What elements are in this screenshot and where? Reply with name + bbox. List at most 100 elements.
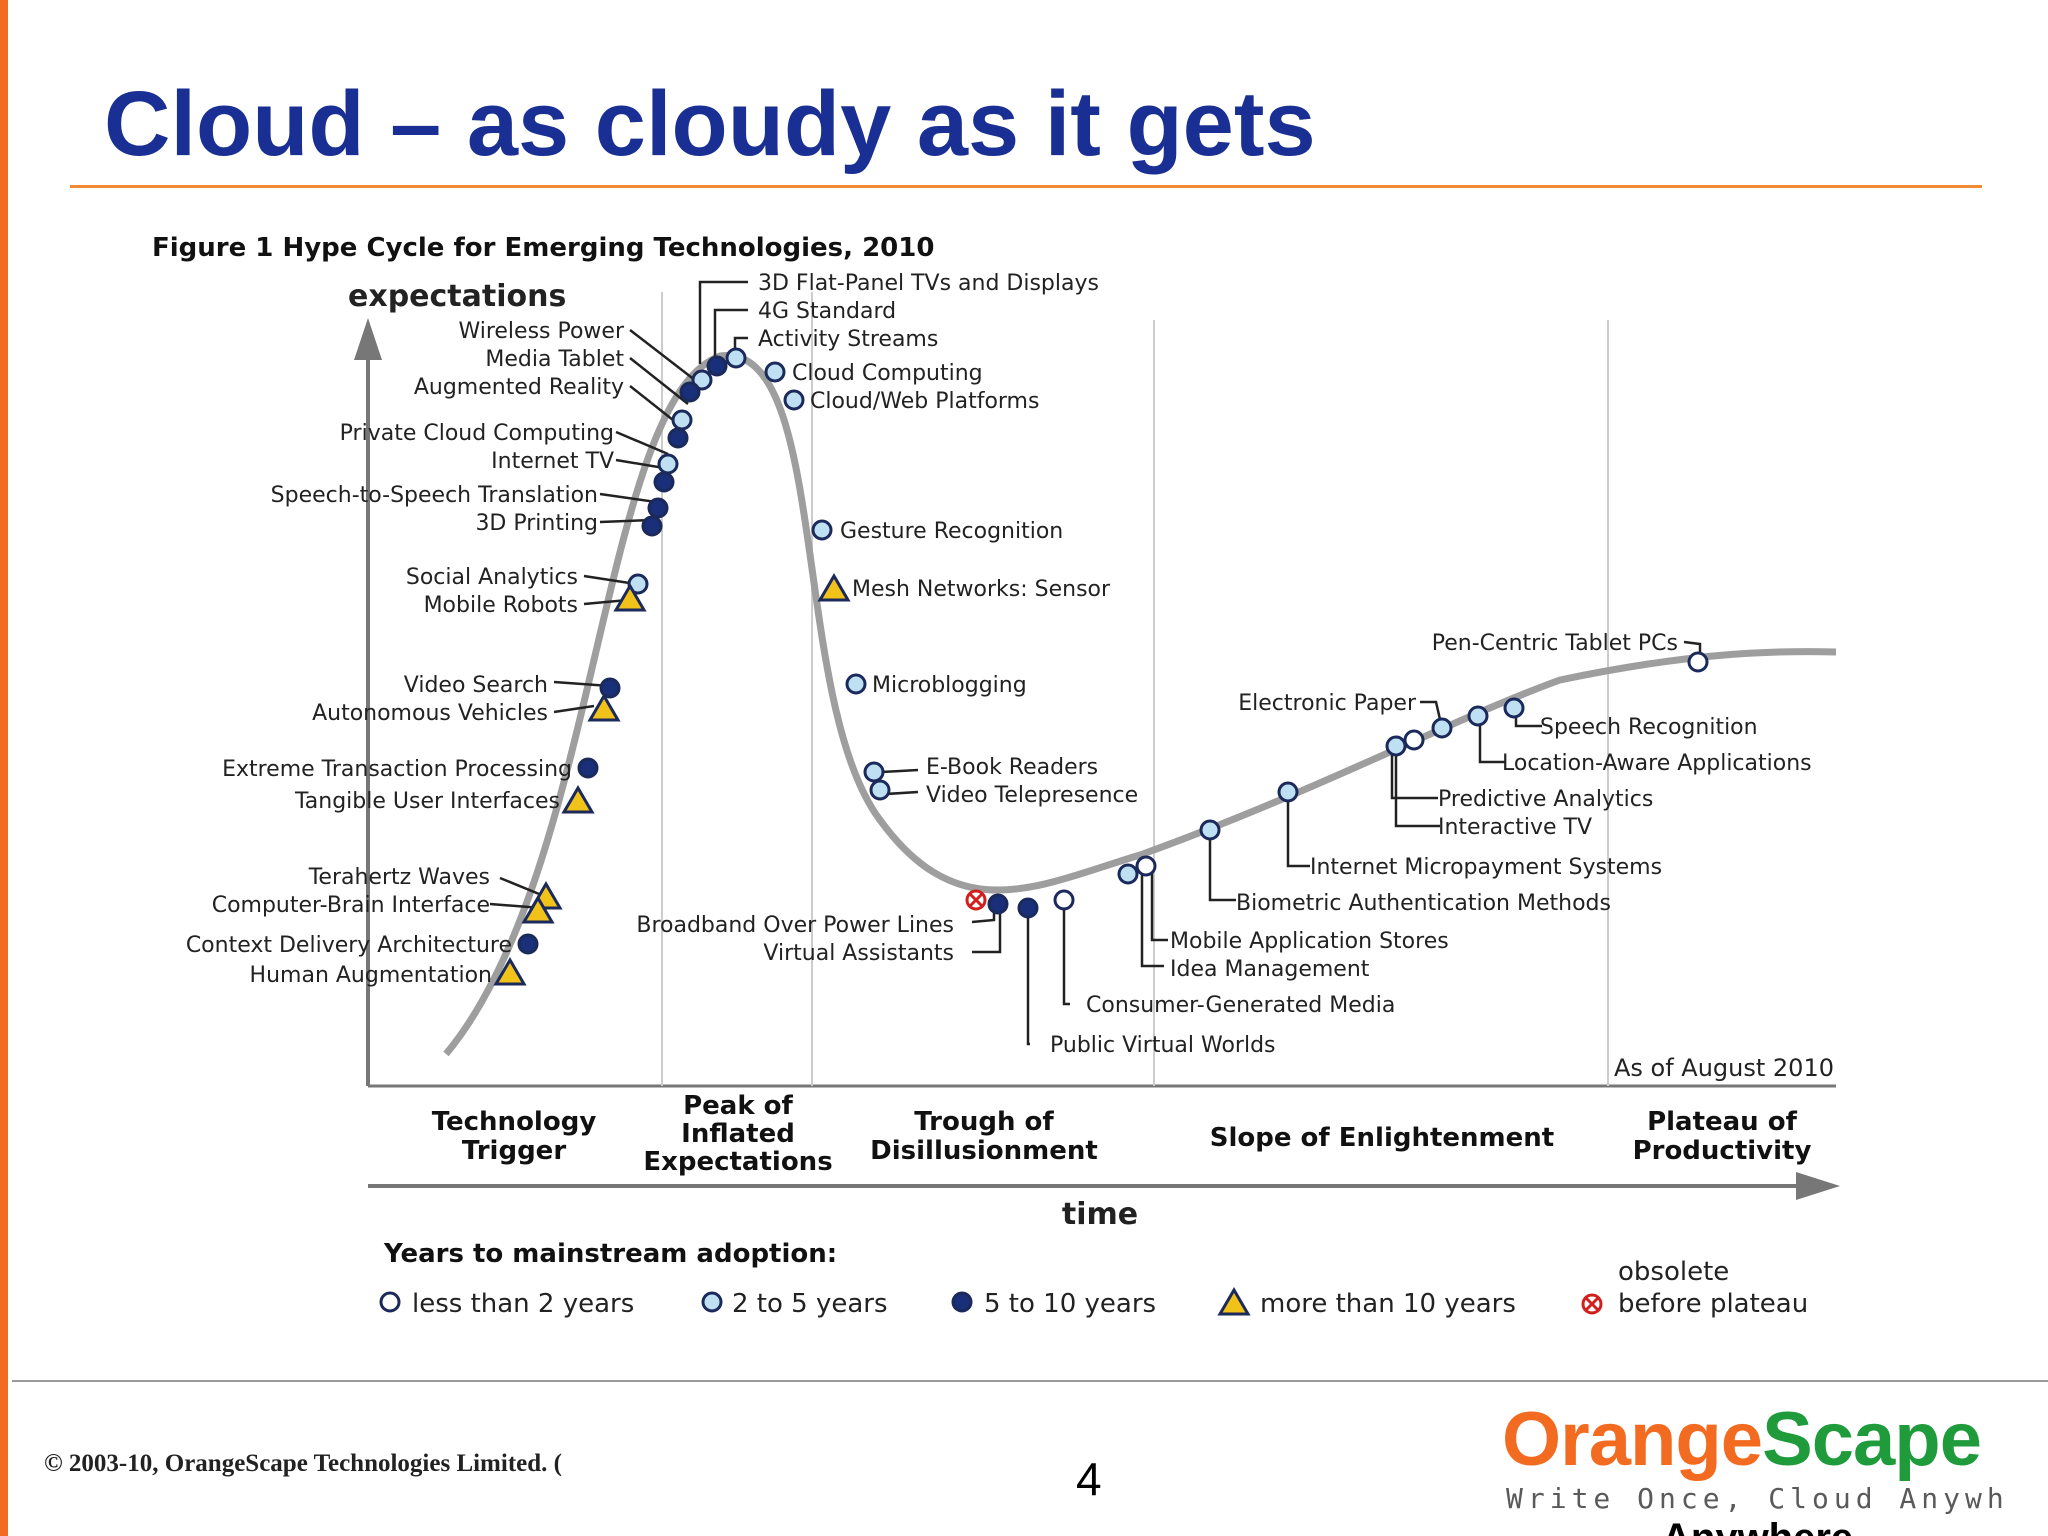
marker-cloud-web-platforms xyxy=(783,389,805,411)
phase-trough: Trough of Disillusionment xyxy=(870,1107,1098,1166)
label-computer-brain: Computer-Brain Interface xyxy=(212,893,490,918)
label-cloud-computing: Cloud Computing xyxy=(792,361,983,386)
marker-wireless-power xyxy=(679,381,701,403)
label-wireless-power: Wireless Power xyxy=(458,319,625,344)
label-mobile-robots: Mobile Robots xyxy=(424,593,578,618)
label-pen-centric-tablets: Pen-Centric Tablet PCs xyxy=(1432,631,1678,656)
label-internet-micropayment: Internet Micropayment Systems xyxy=(1310,855,1662,880)
logo-wordmark: OrangeScape xyxy=(1502,1398,1982,1482)
label-internet-tv: Internet TV xyxy=(491,449,614,474)
label-e-book-readers: E-Book Readers xyxy=(926,755,1098,780)
figure-caption: Figure 1 Hype Cycle for Emerging Technol… xyxy=(152,233,934,263)
label-human-augmentation: Human Augmentation xyxy=(250,963,492,988)
marker-gesture-recognition xyxy=(811,519,833,541)
copyright-text: © 2003-10, OrangeScape Technologies Limi… xyxy=(44,1450,562,1477)
marker-video-telepresence xyxy=(869,779,891,801)
orangescape-logo: OrangeScape Write Once, Cloud Anywhere A… xyxy=(1502,1398,2002,1536)
x-axis-arrow xyxy=(1796,1172,1840,1200)
marker-4g-standard xyxy=(706,355,728,377)
marker-context-delivery xyxy=(517,933,539,955)
slide-title: Cloud – as cloudy as it gets xyxy=(104,73,1316,175)
marker-e-book-readers xyxy=(863,761,885,783)
marker-predictive-analytics xyxy=(1385,735,1407,757)
label-electronic-paper: Electronic Paper xyxy=(1238,691,1417,716)
logo-overflow-text: Anywhere. xyxy=(1662,1516,1864,1536)
phase-technology-trigger: Technology Trigger xyxy=(432,1107,597,1166)
label-microblogging: Microblogging xyxy=(872,673,1027,698)
label-speech-recognition: Speech Recognition xyxy=(1540,715,1758,740)
logo-tagline: Write Once, Cloud Anywhere xyxy=(1506,1482,2002,1515)
technology-markers xyxy=(493,347,1709,986)
date-note: As of August 2010 xyxy=(1614,1054,1834,1082)
legend-2to5-label: 2 to 5 years xyxy=(732,1289,888,1319)
label-context-delivery: Context Delivery Architecture xyxy=(186,933,512,958)
footer-divider xyxy=(12,1380,2048,1382)
hype-curve xyxy=(443,352,1837,1057)
marker-speech-to-speech xyxy=(647,497,669,519)
y-axis-label: expectations xyxy=(348,279,566,314)
marker-speech-recognition xyxy=(1503,697,1525,719)
title-underline xyxy=(70,185,1982,188)
legend-5to10-label: 5 to 10 years xyxy=(984,1289,1156,1319)
technology-labels: 3D Flat-Panel TVs and Displays 4G Standa… xyxy=(186,271,1812,1058)
left-accent-bar xyxy=(0,0,8,1536)
marker-autonomous-vehicles xyxy=(587,693,621,722)
marker-microblogging xyxy=(845,673,867,695)
legend-gt10-icon xyxy=(1217,1287,1251,1316)
marker-public-virtual-worlds xyxy=(1017,897,1039,919)
marker-private-cloud xyxy=(657,453,679,475)
label-extreme-transaction: Extreme Transaction Processing xyxy=(222,757,572,782)
connector-lines xyxy=(489,280,1702,1046)
marker-extreme-transaction xyxy=(577,757,599,779)
marker-internet-micropayment xyxy=(1277,781,1299,803)
label-mobile-app-stores: Mobile Application Stores xyxy=(1170,929,1449,954)
y-axis-arrow xyxy=(354,318,382,360)
marker-virtual-assistants xyxy=(987,893,1009,915)
label-private-cloud: Private Cloud Computing xyxy=(340,421,614,446)
label-4g-standard: 4G Standard xyxy=(758,299,896,324)
marker-video-search xyxy=(599,677,621,699)
axes xyxy=(354,292,1840,1200)
label-gesture-recognition: Gesture Recognition xyxy=(840,519,1063,544)
marker-internet-tv xyxy=(653,471,675,493)
marker-tangible-ui xyxy=(561,785,595,814)
marker-mesh-networks xyxy=(817,573,851,602)
marker-biometric-auth xyxy=(1199,819,1221,841)
marker-social-analytics xyxy=(627,573,649,595)
label-mesh-networks: Mesh Networks: Sensor xyxy=(852,577,1111,602)
label-media-tablet: Media Tablet xyxy=(485,347,624,372)
label-video-telepresence: Video Telepresence xyxy=(926,783,1138,808)
legend-obsolete-line1: obsolete xyxy=(1618,1257,1729,1287)
label-3d-printing: 3D Printing xyxy=(475,511,598,536)
label-terahertz-waves: Terahertz Waves xyxy=(308,865,490,890)
page-number: 4 xyxy=(1076,1453,1102,1505)
label-virtual-assistants: Virtual Assistants xyxy=(763,941,954,966)
marker-electronic-paper xyxy=(1431,717,1453,739)
label-idea-management: Idea Management xyxy=(1170,957,1370,982)
marker-media-tablet xyxy=(671,409,693,431)
marker-3d-flat-panel-tvs xyxy=(725,347,747,369)
marker-augmented-reality xyxy=(667,427,689,449)
marker-idea-management xyxy=(1117,863,1139,885)
legend-gt10-label: more than 10 years xyxy=(1260,1289,1516,1319)
label-interactive-tv: Interactive TV xyxy=(1438,815,1592,840)
marker-mobile-robots xyxy=(613,583,647,612)
marker-3d-printing xyxy=(641,515,663,537)
label-tangible-ui: Tangible User Interfaces xyxy=(294,789,560,814)
label-predictive-analytics: Predictive Analytics xyxy=(1438,787,1653,812)
phase-plateau: Plateau of Productivity xyxy=(1633,1107,1812,1166)
label-augmented-reality: Augmented Reality xyxy=(414,375,624,400)
legend-obsolete-line2: before plateau xyxy=(1618,1289,1808,1319)
phase-peak: Peak of Inflated Expectations xyxy=(643,1091,832,1177)
label-autonomous-vehicles: Autonomous Vehicles xyxy=(312,701,548,726)
marker-mobile-app-stores xyxy=(1135,855,1157,877)
marker-pen-centric-tablets xyxy=(1687,651,1709,673)
label-activity-streams: Activity Streams xyxy=(758,327,938,352)
marker-location-aware xyxy=(1467,705,1489,727)
marker-human-augmentation xyxy=(493,957,527,986)
label-consumer-generated-media: Consumer-Generated Media xyxy=(1086,993,1395,1018)
phase-slope: Slope of Enlightenment xyxy=(1210,1123,1554,1153)
label-video-search: Video Search xyxy=(404,673,548,698)
marker-activity-streams xyxy=(691,369,713,391)
label-speech-to-speech: Speech-to-Speech Translation xyxy=(271,483,598,508)
